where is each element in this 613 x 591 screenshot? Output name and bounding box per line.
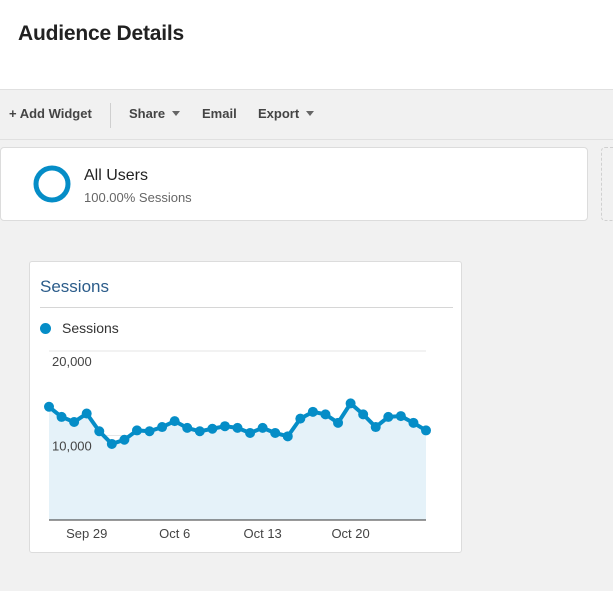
data-point	[383, 411, 394, 422]
widget-title[interactable]: Sessions	[40, 277, 109, 296]
add-widget-button[interactable]: + Add Widget	[9, 106, 92, 121]
sessions-chart: 10,000 20,000 Sep 29 Oct 6 Oct 13 Oct 20	[44, 350, 431, 541]
data-point	[232, 422, 243, 433]
y-tick-label: 10,000	[52, 439, 92, 454]
x-tick-label: Oct 6	[159, 526, 190, 541]
data-point	[94, 426, 105, 437]
data-point	[44, 401, 54, 412]
chevron-down-icon	[306, 111, 315, 116]
legend-dot-icon	[40, 323, 51, 334]
data-point	[421, 425, 431, 436]
data-point	[157, 422, 168, 433]
sessions-widget: Sessions Sessions 10,000 20,000 Sep 29 Oct …	[29, 261, 462, 553]
export-button[interactable]: Export	[258, 106, 315, 121]
segment-subtitle: 100.00% Sessions	[84, 190, 192, 205]
data-point	[320, 409, 331, 420]
email-button[interactable]: Email	[202, 106, 237, 121]
data-point	[295, 413, 306, 424]
add-segment-placeholder[interactable]	[601, 147, 613, 221]
toolbar: + Add Widget Share Email Export	[0, 89, 613, 140]
data-point	[219, 421, 230, 432]
x-tick-label: Sep 29	[66, 526, 107, 541]
data-point	[370, 422, 381, 433]
data-point	[307, 406, 318, 417]
data-point	[169, 416, 180, 427]
legend-label: Sessions	[62, 320, 119, 336]
data-point	[119, 434, 130, 445]
segment-name: All Users	[84, 167, 149, 184]
data-point	[395, 411, 406, 422]
share-label: Share	[129, 106, 166, 121]
data-point	[56, 411, 67, 422]
data-point	[131, 425, 142, 436]
data-point	[81, 408, 92, 419]
y-tick-label: 20,000	[52, 354, 92, 369]
page-title: Audience Details	[18, 22, 185, 45]
widget-divider	[40, 307, 453, 308]
header: Audience Details	[0, 0, 613, 89]
data-point	[257, 422, 268, 433]
data-point	[333, 417, 344, 428]
data-point	[345, 398, 356, 409]
data-point	[106, 438, 117, 449]
data-point	[182, 422, 193, 433]
data-point	[282, 431, 293, 442]
segment-card[interactable]: All Users 100.00% Sessions	[0, 147, 588, 221]
donut-icon	[33, 165, 71, 203]
export-label: Export	[258, 106, 300, 121]
x-tick-label: Oct 20	[331, 526, 369, 541]
data-point	[358, 409, 369, 420]
data-point	[69, 416, 80, 427]
x-tick-label: Oct 13	[243, 526, 281, 541]
toolbar-divider	[110, 103, 111, 128]
chevron-down-icon	[172, 111, 181, 116]
data-point	[144, 426, 155, 437]
data-point	[270, 427, 281, 438]
data-point	[194, 426, 205, 437]
data-point	[207, 423, 218, 434]
share-button[interactable]: Share	[129, 106, 181, 121]
data-point	[245, 427, 256, 438]
data-point	[408, 417, 419, 428]
